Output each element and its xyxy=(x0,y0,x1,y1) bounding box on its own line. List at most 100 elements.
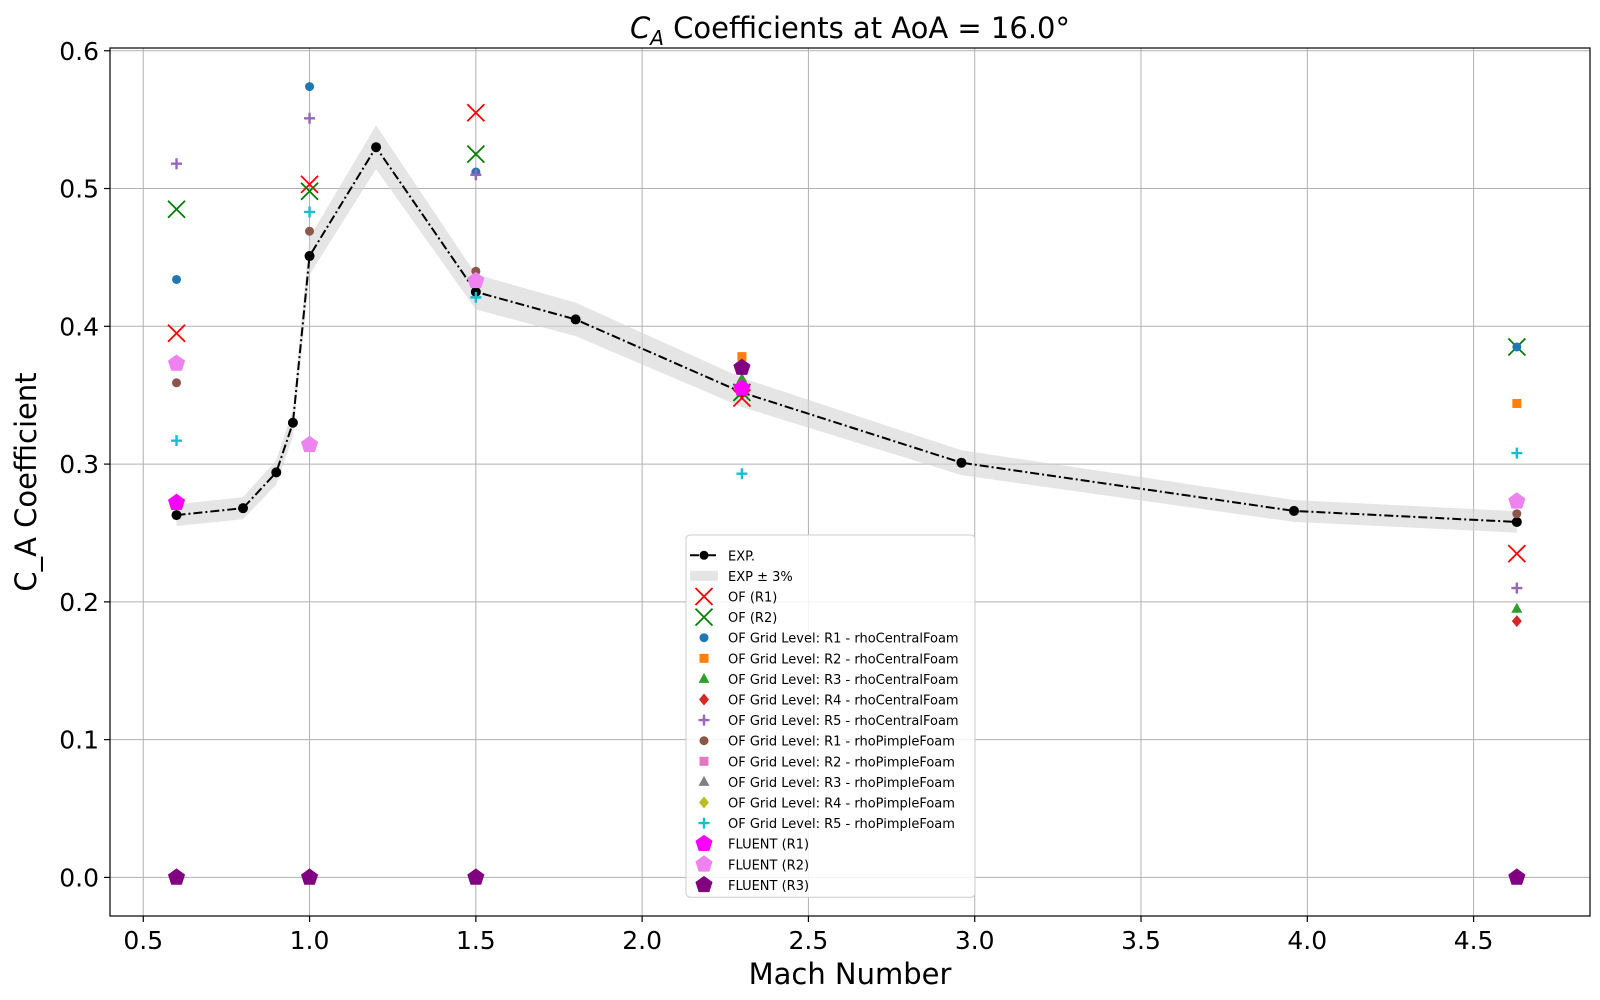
legend-swatch xyxy=(694,607,714,627)
legend-swatch xyxy=(695,855,713,872)
y-tick-label: 0.3 xyxy=(59,450,99,479)
y-axis-title: C_A Coefficient xyxy=(9,372,43,591)
legend-label: EXP ± 3% xyxy=(728,570,793,585)
experiment-line xyxy=(176,145,1517,523)
series-point xyxy=(733,379,751,396)
series-group xyxy=(736,372,1523,613)
x-tick-label: 2.5 xyxy=(789,926,829,955)
y-tick-label: 0.2 xyxy=(59,588,99,617)
series-point xyxy=(300,175,319,194)
series-point xyxy=(470,291,482,303)
series-point xyxy=(300,435,319,453)
legend-swatch xyxy=(699,756,709,766)
legend-label: OF Grid Level: R2 - rhoCentralFoam xyxy=(728,652,959,667)
legend-swatch xyxy=(699,796,709,809)
series-point xyxy=(467,868,485,885)
chart-title-subscript: A xyxy=(648,26,664,50)
series-point xyxy=(305,82,315,92)
series-point xyxy=(172,378,182,388)
legend-label: FLUENT (R1) xyxy=(728,838,809,853)
series-point xyxy=(733,358,751,375)
legend-swatch xyxy=(699,653,709,663)
experiment-point xyxy=(470,286,481,297)
legend-label: OF (R2) xyxy=(728,611,777,626)
series-point xyxy=(1508,492,1526,509)
series-point xyxy=(167,200,186,219)
series-point xyxy=(1507,544,1526,563)
series-point xyxy=(471,266,481,276)
series-point xyxy=(305,226,315,236)
x-axis-title: Mach Number xyxy=(749,957,952,991)
legend-swatch xyxy=(699,693,709,706)
x-tick-label: 1.5 xyxy=(456,926,496,955)
legend-swatch xyxy=(698,714,710,726)
x-tick-label: 1.0 xyxy=(290,926,330,955)
series-point xyxy=(300,868,319,885)
legend-label: OF Grid Level: R5 - rhoCentralFoam xyxy=(728,714,959,729)
series-point xyxy=(736,468,748,480)
experiment-point xyxy=(1511,516,1522,527)
legend-label: OF Grid Level: R5 - rhoPimpleFoam xyxy=(728,817,955,832)
series-group xyxy=(167,271,1526,509)
series-group xyxy=(167,379,751,510)
legend-label: OF Grid Level: R1 - rhoCentralFoam xyxy=(728,632,959,647)
x-tick-label: 2.0 xyxy=(622,926,662,955)
legend-swatch xyxy=(694,587,714,606)
legend-swatch-marker xyxy=(699,550,709,560)
chart-title: CA Coefficients at AoA = 16.0° xyxy=(630,11,1070,50)
y-tick-label: 0.1 xyxy=(59,726,99,755)
experiment-point xyxy=(371,142,382,153)
y-tick-label: 0.0 xyxy=(59,863,99,892)
series-point xyxy=(300,182,319,201)
series-point xyxy=(466,144,485,164)
legend-box xyxy=(685,534,976,898)
series-point xyxy=(304,112,316,124)
legend-swatch xyxy=(698,817,710,829)
series-point xyxy=(1511,582,1523,594)
series-point xyxy=(167,354,186,371)
experiment-point xyxy=(287,417,298,428)
legend-swatch xyxy=(690,570,718,581)
legend-label: OF Grid Level: R4 - rhoPimpleFoam xyxy=(728,797,955,812)
experiment-line-layer xyxy=(171,142,1522,527)
legend-swatch xyxy=(695,834,713,851)
plot-frame xyxy=(109,47,1591,917)
series-point xyxy=(167,493,186,510)
series-point xyxy=(171,435,183,447)
x-tick-label: 3.5 xyxy=(1121,926,1161,955)
legend-label: OF Grid Level: R2 - rhoPimpleFoam xyxy=(728,755,955,770)
legend-label: OF Grid Level: R3 - rhoPimpleFoam xyxy=(728,776,955,791)
x-tick-label: 4.5 xyxy=(1454,926,1494,955)
series-point xyxy=(1512,342,1522,352)
y-tick-label: 0.6 xyxy=(59,37,99,66)
chart-title-rest: Coefficients at AoA = 16.0° xyxy=(664,11,1070,45)
experiment-point xyxy=(271,467,282,478)
series-point xyxy=(1512,398,1522,408)
series-point xyxy=(171,158,183,170)
x-tick-label: 4.0 xyxy=(1287,926,1327,955)
series-group xyxy=(737,352,1522,408)
series-point xyxy=(466,103,485,122)
series-group xyxy=(171,112,1523,594)
series-point xyxy=(1511,447,1523,459)
legend: EXP. EXP ± 3% OF (R1) OF (R2) OF Grid Level:… xyxy=(685,534,976,898)
series-point xyxy=(172,274,182,284)
series-point xyxy=(1508,868,1526,885)
series-point xyxy=(467,271,485,289)
y-axis-ticks: 0.0 0.1 0.2 0.3 0.4 0.5 0.6 xyxy=(59,37,110,892)
experiment-point xyxy=(570,314,581,325)
y-tick-label: 0.5 xyxy=(59,175,99,204)
legend-label: OF Grid Level: R1 - rhoPimpleFoam xyxy=(728,735,955,750)
series-group xyxy=(171,206,1523,480)
series-group xyxy=(172,226,1522,519)
legend-label: OF Grid Level: R4 - rhoCentralFoam xyxy=(728,694,959,709)
series-group xyxy=(167,358,1526,885)
chart-title-main: C xyxy=(630,11,651,45)
marker-layer xyxy=(167,82,1526,885)
series-point xyxy=(1511,615,1522,628)
series-point xyxy=(167,868,186,885)
legend-swatch xyxy=(699,633,709,643)
x-tick-label: 0.5 xyxy=(123,926,163,955)
legend-label: FLUENT (R2) xyxy=(728,858,809,873)
